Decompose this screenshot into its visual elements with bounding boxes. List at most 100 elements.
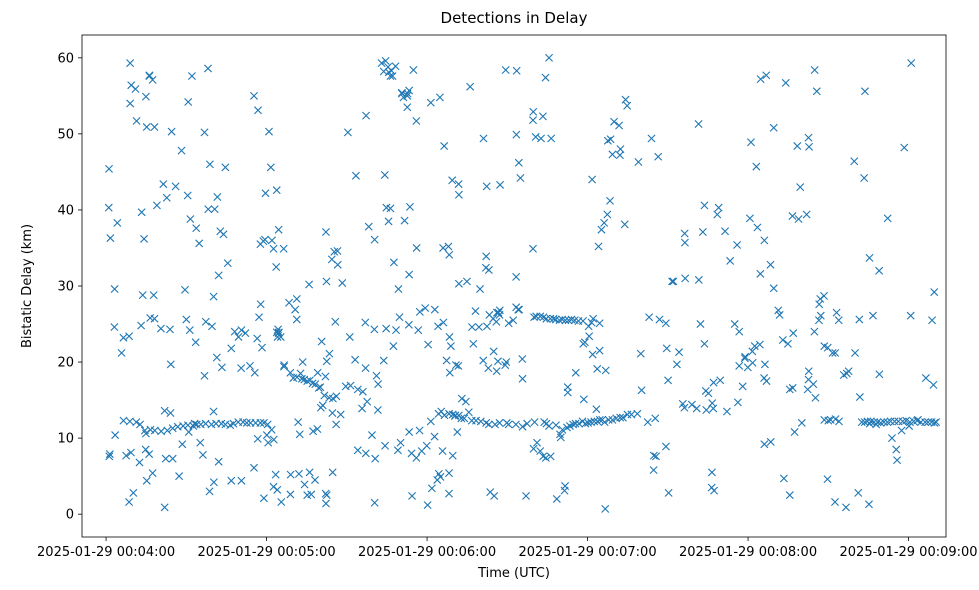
y-tick-label: 30	[57, 280, 74, 295]
data-point	[381, 441, 390, 450]
data-point	[741, 352, 750, 361]
data-point	[300, 480, 309, 489]
data-point	[351, 355, 360, 364]
data-point	[351, 171, 360, 180]
data-point	[446, 342, 455, 351]
data-point	[866, 417, 875, 426]
data-point	[273, 485, 282, 494]
data-point	[126, 59, 135, 68]
data-point	[434, 469, 443, 478]
x-tick-label: 2025-01-29 00:08:00	[679, 545, 817, 560]
data-point	[595, 319, 604, 328]
data-point	[913, 415, 922, 424]
data-point	[518, 355, 527, 364]
data-point	[831, 415, 840, 424]
data-point	[106, 234, 115, 243]
data-point	[515, 305, 524, 314]
data-point	[484, 364, 493, 373]
data-point	[603, 210, 612, 219]
data-point	[781, 78, 790, 87]
data-point	[209, 478, 218, 487]
y-axis: 0 10 20 30 40 50 60	[57, 51, 82, 523]
data-point	[210, 205, 219, 214]
data-point	[664, 488, 673, 497]
data-point	[291, 305, 300, 314]
data-point	[502, 358, 511, 367]
data-point	[804, 367, 813, 376]
data-point	[255, 313, 264, 322]
data-point	[636, 349, 645, 358]
data-point	[721, 227, 730, 236]
data-point	[361, 318, 370, 327]
data-point	[615, 121, 624, 130]
data-point	[541, 73, 550, 82]
data-point	[394, 285, 403, 294]
data-point	[493, 357, 502, 366]
data-point	[864, 500, 873, 509]
data-point	[708, 399, 717, 408]
data-point	[589, 314, 598, 323]
data-point	[444, 242, 453, 251]
data-point	[192, 420, 201, 429]
data-point	[601, 366, 610, 375]
data-point	[779, 474, 788, 483]
data-point	[932, 418, 941, 427]
data-point	[454, 190, 463, 199]
data-point	[303, 491, 312, 500]
data-point	[892, 445, 901, 454]
data-point	[313, 368, 322, 377]
data-point	[816, 294, 825, 303]
data-point	[694, 120, 703, 128]
data-point	[789, 329, 798, 338]
data-point	[427, 484, 436, 493]
data-point	[305, 468, 314, 477]
data-point	[900, 143, 909, 152]
data-point	[395, 313, 404, 322]
data-point	[175, 472, 184, 481]
data-point	[492, 367, 501, 376]
data-point	[762, 377, 771, 386]
data-point	[313, 425, 322, 433]
data-point	[451, 411, 460, 420]
data-point	[680, 229, 689, 238]
data-point	[435, 93, 444, 102]
data-point	[802, 210, 811, 219]
data-point	[256, 300, 265, 309]
data-point	[186, 215, 195, 224]
data-point	[584, 322, 593, 331]
data-point	[531, 132, 540, 141]
data-point	[623, 410, 632, 419]
data-point	[714, 203, 723, 212]
data-point	[490, 491, 499, 500]
data-point	[196, 438, 205, 447]
data-point	[883, 418, 892, 427]
data-point	[760, 236, 769, 245]
data-point	[361, 364, 370, 373]
data-point	[253, 434, 262, 443]
data-point	[594, 242, 603, 251]
data-point	[405, 202, 414, 211]
data-point	[828, 348, 837, 357]
data-point	[529, 107, 538, 116]
data-point	[783, 339, 792, 348]
data-point	[634, 158, 643, 167]
data-point	[588, 350, 597, 359]
data-point	[333, 247, 342, 256]
data-point	[358, 404, 367, 413]
data-point	[185, 326, 194, 335]
data-point	[484, 266, 493, 275]
data-point	[454, 279, 463, 288]
data-point	[921, 374, 930, 383]
data-point	[421, 304, 430, 313]
data-point	[370, 235, 379, 244]
data-point	[445, 469, 453, 478]
data-point	[835, 417, 843, 426]
data-point	[163, 426, 172, 435]
data-point	[664, 376, 673, 385]
data-point	[382, 324, 391, 333]
data-point	[733, 240, 742, 249]
data-point	[748, 347, 757, 356]
data-point	[600, 218, 609, 227]
data-point	[762, 71, 771, 80]
data-point	[790, 428, 799, 437]
